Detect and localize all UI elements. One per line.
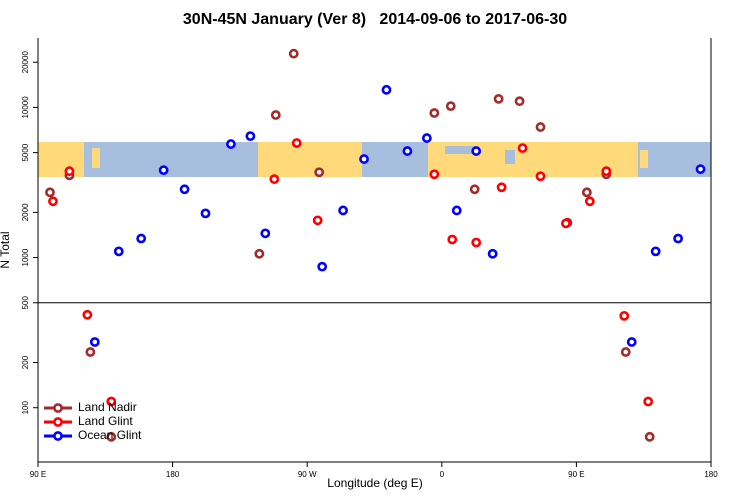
- data-point: [673, 233, 683, 244]
- x-tick-label: 90 W: [298, 470, 317, 479]
- data-point: [106, 396, 117, 407]
- data-point: [429, 108, 440, 118]
- data-point: [89, 337, 100, 347]
- sea: [445, 146, 475, 154]
- x-axis-label: Longitude (deg E): [327, 476, 422, 490]
- y-tick-label: 1000: [21, 248, 30, 266]
- legend-marker: [53, 403, 63, 413]
- data-point: [626, 337, 637, 347]
- data-point: [45, 187, 55, 198]
- data-point: [619, 310, 630, 321]
- y-tick-label: 10000: [21, 96, 30, 119]
- data-point: [421, 133, 432, 143]
- data-point: [82, 309, 93, 320]
- sea: [505, 150, 515, 164]
- data-point: [269, 174, 280, 185]
- data-point: [245, 131, 256, 142]
- land: [258, 142, 362, 177]
- data-point: [179, 184, 190, 195]
- legend-label: Land Glint: [78, 414, 133, 428]
- data-point: [291, 138, 302, 148]
- data-point: [451, 205, 462, 216]
- y-tick-label: 500: [21, 296, 30, 310]
- data-point: [136, 233, 147, 244]
- y-tick-label: 200: [21, 355, 30, 369]
- data-point: [584, 196, 595, 207]
- data-point: [643, 396, 654, 407]
- land: [640, 150, 648, 168]
- y-tick-label: 5000: [21, 143, 30, 161]
- land: [38, 142, 84, 177]
- data-point: [359, 154, 369, 164]
- legend-label: Land Nadir: [78, 400, 137, 414]
- data-point: [254, 248, 265, 259]
- data-point: [471, 237, 482, 248]
- x-tick-label: 180: [166, 470, 180, 479]
- data-point: [644, 431, 655, 442]
- data-point: [447, 234, 458, 245]
- data-point: [496, 182, 507, 193]
- data-point: [200, 208, 211, 219]
- data-point: [695, 164, 706, 175]
- data-point: [581, 187, 592, 198]
- data-point: [469, 184, 480, 195]
- land: [92, 148, 100, 168]
- x-tick-label: 180: [704, 470, 718, 479]
- y-axis-label: N Total: [0, 231, 12, 268]
- data-point: [270, 110, 281, 120]
- y-tick-label: 2000: [21, 203, 30, 221]
- legend-marker: [53, 417, 63, 427]
- data-point: [381, 84, 392, 95]
- data-point: [226, 139, 236, 149]
- x-tick-label: 90 E: [30, 470, 46, 479]
- data-point: [64, 166, 75, 177]
- data-point: [260, 228, 271, 239]
- x-tick-label: 0: [440, 470, 445, 479]
- data-point: [106, 431, 117, 442]
- data-point: [493, 93, 504, 104]
- data-point: [620, 347, 631, 357]
- data-point: [48, 196, 58, 207]
- data-point: [338, 205, 348, 216]
- legend-label: Ocean Glint: [78, 428, 142, 442]
- data-point: [561, 218, 571, 229]
- y-tick-label: 20000: [21, 51, 30, 74]
- data-point: [601, 166, 612, 177]
- data-point: [85, 347, 96, 357]
- data-point: [317, 261, 328, 272]
- legend-marker: [53, 431, 63, 441]
- chart-title: 30N-45N January (Ver 8) 2014-09-06 to 20…: [183, 11, 567, 28]
- data-point: [471, 146, 482, 156]
- data-point: [514, 96, 525, 107]
- data-point: [487, 248, 498, 259]
- data-point: [535, 171, 546, 182]
- data-point: [314, 167, 325, 178]
- data-point: [517, 143, 528, 153]
- y-tick-label: 100: [21, 401, 30, 415]
- data-point: [312, 215, 323, 226]
- x-tick-label: 90 E: [568, 470, 584, 479]
- map-band: [38, 142, 711, 177]
- data-point: [535, 122, 546, 132]
- data-point: [445, 101, 456, 112]
- data-point: [288, 48, 299, 59]
- data-point: [429, 169, 440, 180]
- data-point: [402, 146, 413, 156]
- data-point: [158, 165, 169, 176]
- data-point: [113, 246, 124, 257]
- data-point: [650, 246, 661, 257]
